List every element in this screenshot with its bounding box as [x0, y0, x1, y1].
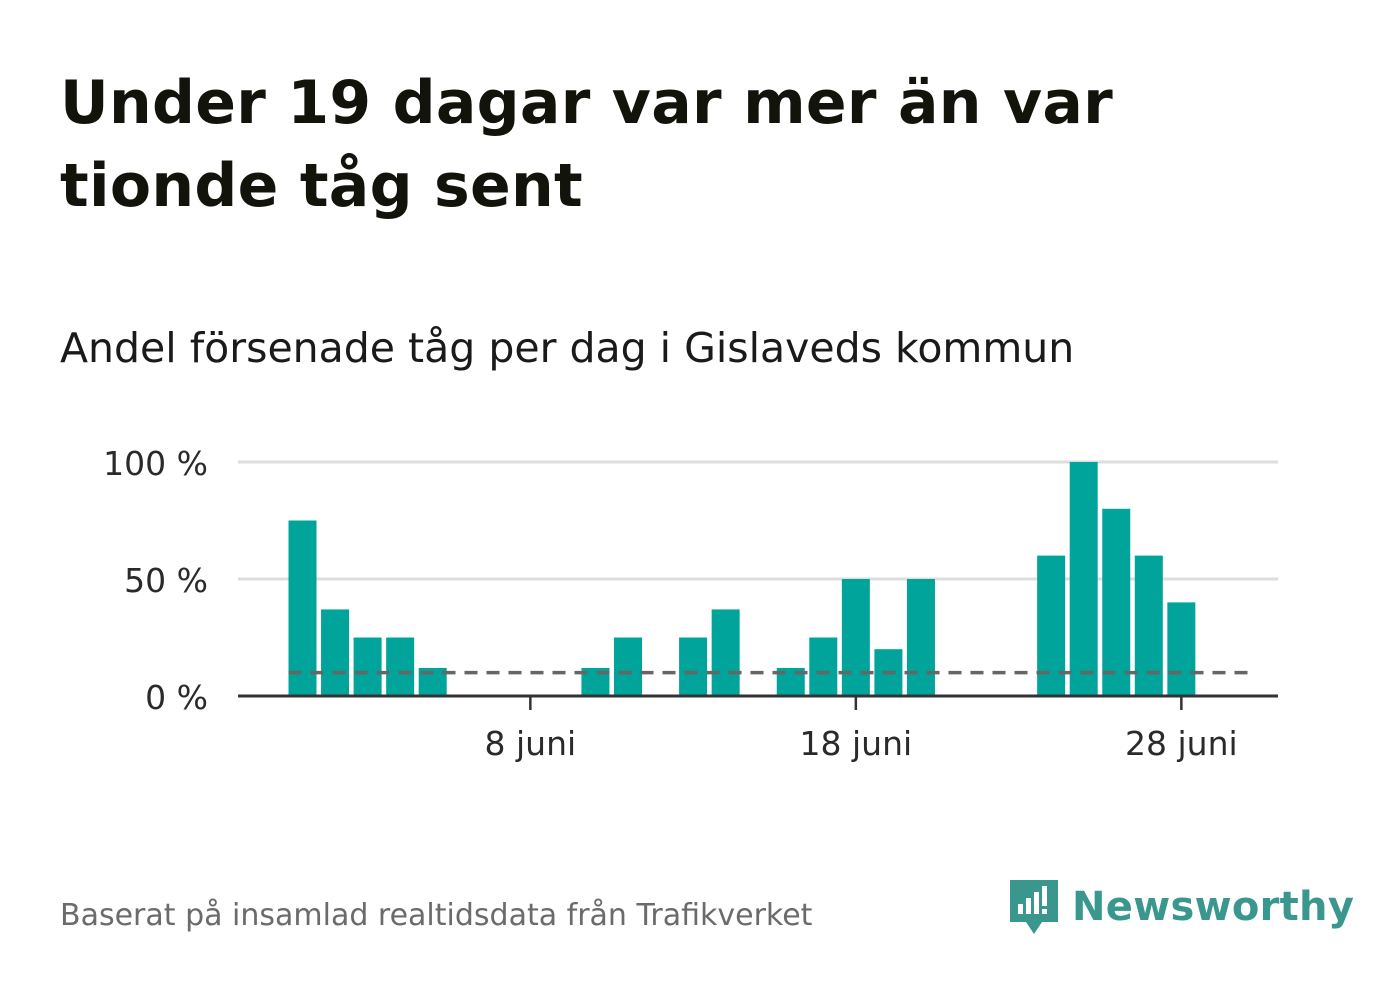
bar	[386, 637, 415, 696]
bar	[841, 579, 870, 696]
bar	[614, 637, 642, 696]
bar	[809, 637, 838, 696]
bar	[321, 609, 350, 696]
bar	[1037, 555, 1066, 696]
newsworthy-logo-icon	[1010, 880, 1058, 934]
chart-subtitle: Andel försenade tåg per dag i Gislaveds …	[60, 324, 1075, 372]
y-tick-label: 0 %	[145, 678, 208, 717]
bar	[353, 637, 382, 696]
bar	[1069, 462, 1098, 696]
chart-title: Under 19 dagar var mer än var tionde tåg…	[60, 68, 1114, 221]
x-axis	[238, 694, 1278, 710]
bar-chart: 0 % 50 % 100 % 8 juni 18 juni 28 juni	[103, 444, 1278, 763]
y-tick-label: 100 %	[103, 444, 208, 483]
newsworthy-logo: Newsworthy	[1008, 876, 1354, 938]
logo-text: Newsworthy	[1072, 884, 1355, 930]
bar	[1167, 602, 1196, 696]
y-tick-label: 50 %	[124, 561, 208, 600]
bar	[679, 637, 708, 696]
tick-labels: 0 % 50 % 100 % 8 juni 18 juni 28 juni	[103, 444, 1238, 763]
x-tick-label: 18 juni	[800, 724, 913, 763]
source-note: Baserat på insamlad realtidsdata från Tr…	[60, 898, 813, 933]
bar	[711, 609, 740, 696]
x-tick-label: 28 juni	[1125, 724, 1238, 763]
x-tick-label: 8 juni	[485, 724, 577, 763]
bar	[288, 520, 317, 696]
bar	[1134, 555, 1163, 696]
bar	[906, 579, 935, 696]
bar	[1102, 508, 1131, 696]
